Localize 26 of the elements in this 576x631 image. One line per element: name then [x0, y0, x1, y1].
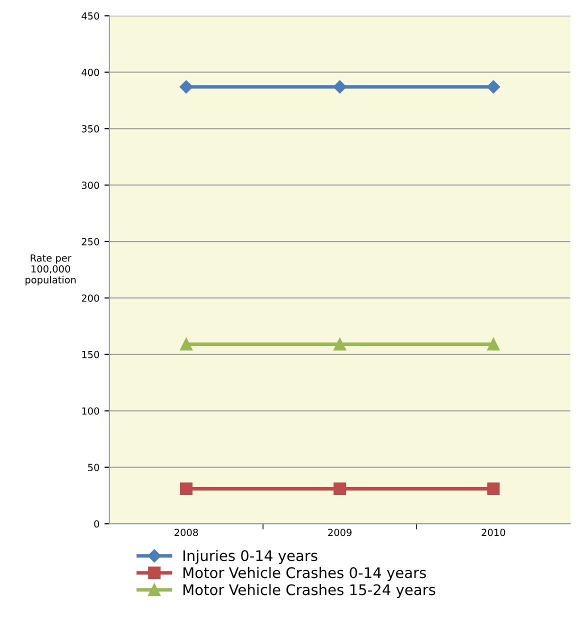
legend-label: Motor Vehicle Crashes 0-14 years — [183, 566, 426, 582]
y-axis-title: Rate per 100,000 population — [26, 254, 76, 286]
point — [487, 482, 500, 495]
legend-label: Motor Vehicle Crashes 15-24 years — [183, 584, 436, 598]
point — [180, 338, 192, 351]
point — [487, 338, 500, 351]
y-tick-label: 350 — [82, 125, 100, 132]
x-tick-label: 2010 — [482, 528, 506, 536]
legend-label: Injuries 0-14 years — [183, 550, 318, 564]
y-tick-label: 50 — [88, 464, 100, 472]
y-tick-label: 150 — [82, 350, 100, 358]
x-tick-label: 2008 — [174, 528, 198, 536]
y-tick-label: 200 — [82, 294, 100, 302]
point — [334, 482, 346, 495]
point — [486, 80, 500, 94]
x-tick-label: 2009 — [328, 528, 352, 536]
y-tick-label: 250 — [82, 238, 100, 246]
point — [180, 80, 193, 94]
point — [334, 338, 346, 351]
y-tick-label: 100 — [82, 407, 100, 415]
y-tick-label: 400 — [82, 68, 100, 76]
y-tick-label: 0 — [94, 520, 100, 528]
y-tick-label: 300 — [82, 182, 100, 189]
point — [333, 80, 346, 94]
y-tick-label: 450 — [82, 12, 100, 20]
point — [180, 482, 192, 495]
